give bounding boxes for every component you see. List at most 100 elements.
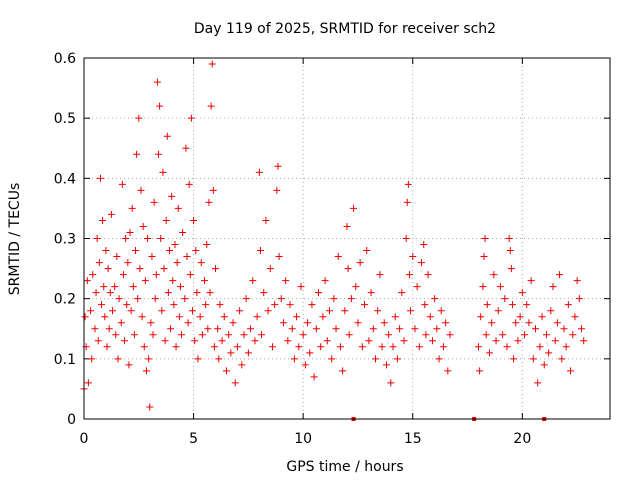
data-point [111, 283, 119, 291]
data-point [365, 337, 373, 345]
data-point [545, 349, 553, 357]
data-point [193, 289, 201, 297]
data-point [113, 253, 121, 261]
data-point [181, 295, 189, 303]
data-point [275, 253, 283, 261]
data-point [268, 343, 276, 351]
data-point [321, 277, 329, 285]
data-point [400, 337, 408, 345]
data-point [492, 337, 500, 345]
data-point [403, 198, 411, 206]
data-point [301, 361, 309, 369]
data-point [404, 180, 412, 188]
data-point [244, 349, 252, 357]
data-point [549, 283, 557, 291]
data-point [134, 295, 142, 303]
data-point [96, 174, 104, 182]
data-point [402, 235, 410, 242]
data-point [507, 265, 515, 273]
data-point [424, 271, 432, 279]
data-point [323, 337, 331, 345]
data-point [534, 379, 542, 387]
data-point [428, 337, 436, 345]
data-point [94, 337, 102, 345]
data-point [204, 325, 212, 333]
data-point [442, 319, 450, 327]
data-point [196, 313, 204, 321]
data-point [437, 307, 445, 315]
y-tick-label: 0.5 [54, 111, 76, 127]
data-point [255, 168, 263, 176]
data-point [288, 325, 296, 333]
data-point [562, 343, 570, 351]
data-point [151, 295, 159, 303]
data-point [304, 319, 312, 327]
data-point [222, 367, 230, 375]
data-point [527, 277, 535, 285]
data-point [171, 241, 179, 249]
data-point [558, 355, 566, 363]
data-point [306, 349, 314, 357]
x-tick-label: 10 [294, 431, 312, 447]
data-point [560, 325, 568, 333]
data-point [518, 289, 526, 297]
data-point [163, 132, 171, 140]
data-point [343, 222, 351, 230]
data-point [328, 355, 336, 363]
data-point [209, 186, 217, 194]
data-point [385, 331, 393, 339]
data-point [117, 319, 125, 327]
x-axis-label: GPS time / hours [286, 459, 403, 475]
data-point [184, 319, 192, 327]
data-point [99, 216, 107, 224]
y-tick-label: 0.6 [54, 51, 76, 67]
data-point [382, 361, 390, 369]
data-point [179, 228, 187, 236]
data-point [363, 247, 371, 255]
data-point [433, 325, 441, 333]
data-point [344, 265, 352, 273]
data-point [476, 367, 484, 375]
data-point [145, 355, 153, 363]
data-point [529, 355, 537, 363]
data-point [514, 337, 522, 345]
data-point [479, 283, 487, 291]
x-tick-label: 15 [404, 431, 422, 447]
data-point [89, 271, 97, 279]
data-point [282, 277, 290, 285]
data-point [361, 301, 369, 309]
data-point [264, 307, 272, 315]
data-point [405, 271, 413, 279]
data-point [169, 277, 177, 285]
y-tick-label: 0.4 [54, 171, 76, 187]
data-point [208, 60, 216, 68]
data-point [227, 349, 235, 357]
data-point [95, 259, 103, 267]
data-point [236, 307, 244, 315]
data-point [389, 343, 397, 351]
data-point [396, 325, 404, 333]
data-point [81, 313, 89, 321]
data-point [490, 271, 498, 279]
data-point [214, 325, 222, 333]
data-point [178, 331, 186, 339]
data-point [310, 373, 318, 381]
data-point [242, 295, 250, 303]
data-point [354, 319, 362, 327]
data-point [367, 289, 375, 297]
data-point [330, 295, 338, 303]
data-point [356, 259, 364, 267]
data-point [334, 253, 342, 261]
data-point [273, 186, 281, 194]
y-axis-label: SRMTID / TECUs [7, 183, 23, 296]
data-point [286, 301, 294, 309]
data-point [325, 307, 333, 315]
data-point [167, 325, 175, 333]
y-tick-label: 0.1 [54, 352, 76, 368]
data-point [505, 235, 513, 242]
data-point [147, 319, 155, 327]
data-point [210, 343, 218, 351]
data-point [106, 289, 114, 297]
data-point [132, 247, 140, 255]
